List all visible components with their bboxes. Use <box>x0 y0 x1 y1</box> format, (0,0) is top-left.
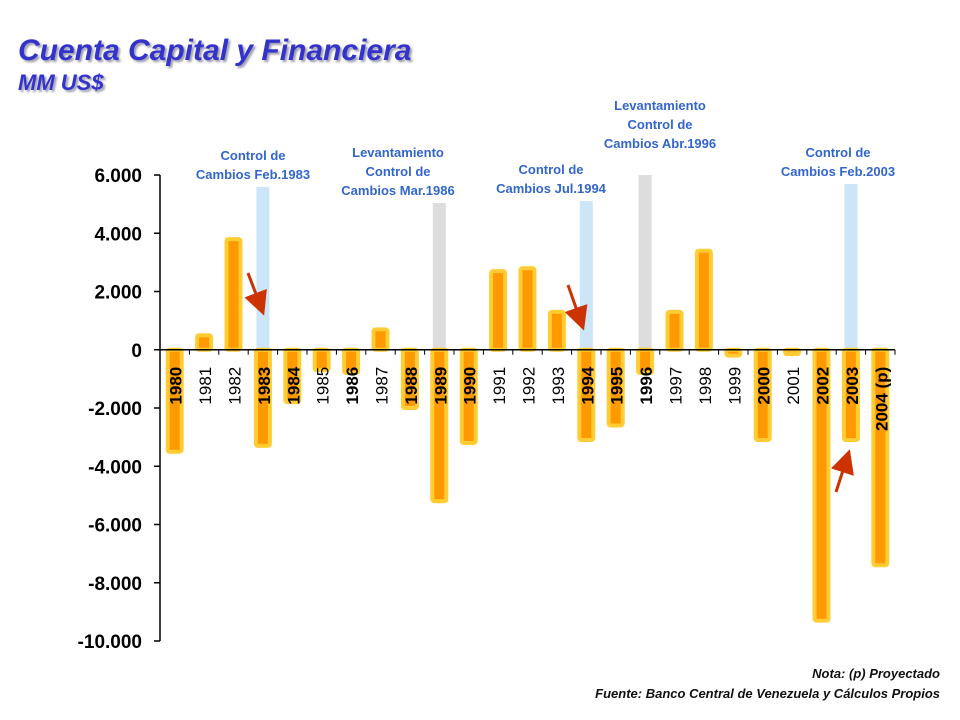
annotation-line: Cambios Feb.2003 <box>781 164 895 179</box>
annotation-line: Control de <box>366 164 431 179</box>
x-tick-label: 1987 <box>373 367 392 405</box>
annotation-line: Cambios Abr.1996 <box>604 136 716 151</box>
x-tick-label: 1996 <box>637 367 656 405</box>
x-tick-label: 1986 <box>343 367 362 405</box>
x-tick-label: 1983 <box>255 367 274 405</box>
x-tick-label: 1984 <box>284 366 303 404</box>
x-tick-label: 1985 <box>314 367 333 405</box>
chart-title: Cuenta Capital y Financiera <box>18 34 412 67</box>
x-tick-label: 1988 <box>402 367 421 405</box>
annotation-label: Levantamiento Control de Cambios Abr.1996 <box>604 98 716 151</box>
x-tick-label: 1981 <box>196 367 215 405</box>
x-tick-label: 1991 <box>490 367 509 405</box>
bar <box>694 248 713 352</box>
y-tick-label: -10.000 <box>78 632 142 653</box>
x-tick-label: 1994 <box>578 366 597 404</box>
x-tick-label: 1999 <box>725 367 744 405</box>
annotation-label: Levantamiento Control de Cambios Mar.1986 <box>341 145 454 198</box>
annotation-background <box>594 95 726 156</box>
bar <box>195 333 214 352</box>
annotation-line: Control de <box>806 145 871 160</box>
annotation-background <box>332 142 464 203</box>
annotation-label: Control de Cambios Feb.1983 <box>196 148 310 182</box>
x-tick-label: 1990 <box>461 367 480 405</box>
y-tick-label: 4.000 <box>94 224 142 245</box>
annotation-line: Cambios Jul.1994 <box>496 181 607 196</box>
x-tick-label: 1980 <box>167 367 186 405</box>
x-tick-label: 2004 (p) <box>872 367 891 431</box>
highlight-band <box>638 175 652 350</box>
annotation-line: Cambios Mar.1986 <box>341 183 454 198</box>
y-tick-label: -4.000 <box>88 457 142 478</box>
annotations: Control de Cambios Feb.1983 Levantamiento C… <box>187 95 904 493</box>
footnote: Nota: (p) Proyectado <box>812 666 940 681</box>
annotation-line: Levantamiento <box>614 98 706 113</box>
x-tick-label: 1992 <box>520 367 539 405</box>
bars <box>165 237 890 623</box>
x-tick-label: 2000 <box>755 367 774 405</box>
annotation-line: Control de <box>628 117 693 132</box>
x-tick-label: 1997 <box>667 367 686 405</box>
y-tick-label: 0 <box>131 341 142 362</box>
annotation-label: Control de Cambios Jul.1994 <box>496 162 607 196</box>
x-tick-label: 2003 <box>843 367 862 405</box>
y-tick-label: -2.000 <box>88 399 142 420</box>
bar <box>224 237 243 352</box>
x-tick-labels: 1980 1981 1982 1983 1984 1985 1986 1987 1988 1989… <box>167 366 892 431</box>
highlight-bands <box>256 175 858 350</box>
highlight-band <box>432 175 446 350</box>
y-axis: 6.000 4.000 2.000 0 -2.000 -4.000 -6.000 -8.000… <box>78 166 896 653</box>
annotation-label: Control de Cambios Feb.2003 <box>781 145 895 179</box>
x-tick-label: 1998 <box>696 367 715 405</box>
x-tick-label: 1993 <box>549 367 568 405</box>
x-tick-label: 1982 <box>226 367 245 405</box>
source-note: Fuente: Banco Central de Venezuela y Cál… <box>595 686 940 701</box>
annotation-arrow <box>564 284 588 331</box>
annotation-line: Levantamiento <box>352 145 444 160</box>
annotation-line: Control de <box>519 162 584 177</box>
annotation-arrow <box>831 449 854 493</box>
x-tick-label: 2002 <box>814 367 833 405</box>
y-tick-label: 6.000 <box>94 166 142 187</box>
bar <box>665 309 684 352</box>
chart-subtitle: MM US$ <box>18 70 104 95</box>
x-tick-label: 1989 <box>431 367 450 405</box>
annotation-arrow <box>244 272 267 316</box>
annotation-line: Cambios Feb.1983 <box>196 167 310 182</box>
bar <box>547 309 566 352</box>
bar <box>489 269 508 352</box>
y-tick-label: -6.000 <box>88 516 142 537</box>
y-tick-label: 2.000 <box>94 283 142 304</box>
y-tick-label: -8.000 <box>88 574 142 595</box>
annotation-line: Control de <box>221 148 286 163</box>
annotation-background <box>772 142 904 184</box>
x-tick-label: 1995 <box>608 367 627 405</box>
annotation-background <box>485 159 617 201</box>
annotation-background <box>187 145 319 187</box>
bar <box>518 266 537 352</box>
x-tick-label: 2001 <box>784 367 803 405</box>
highlight-band <box>256 175 270 350</box>
bar <box>724 347 743 358</box>
highlight-band <box>844 175 858 350</box>
bar <box>371 327 390 352</box>
